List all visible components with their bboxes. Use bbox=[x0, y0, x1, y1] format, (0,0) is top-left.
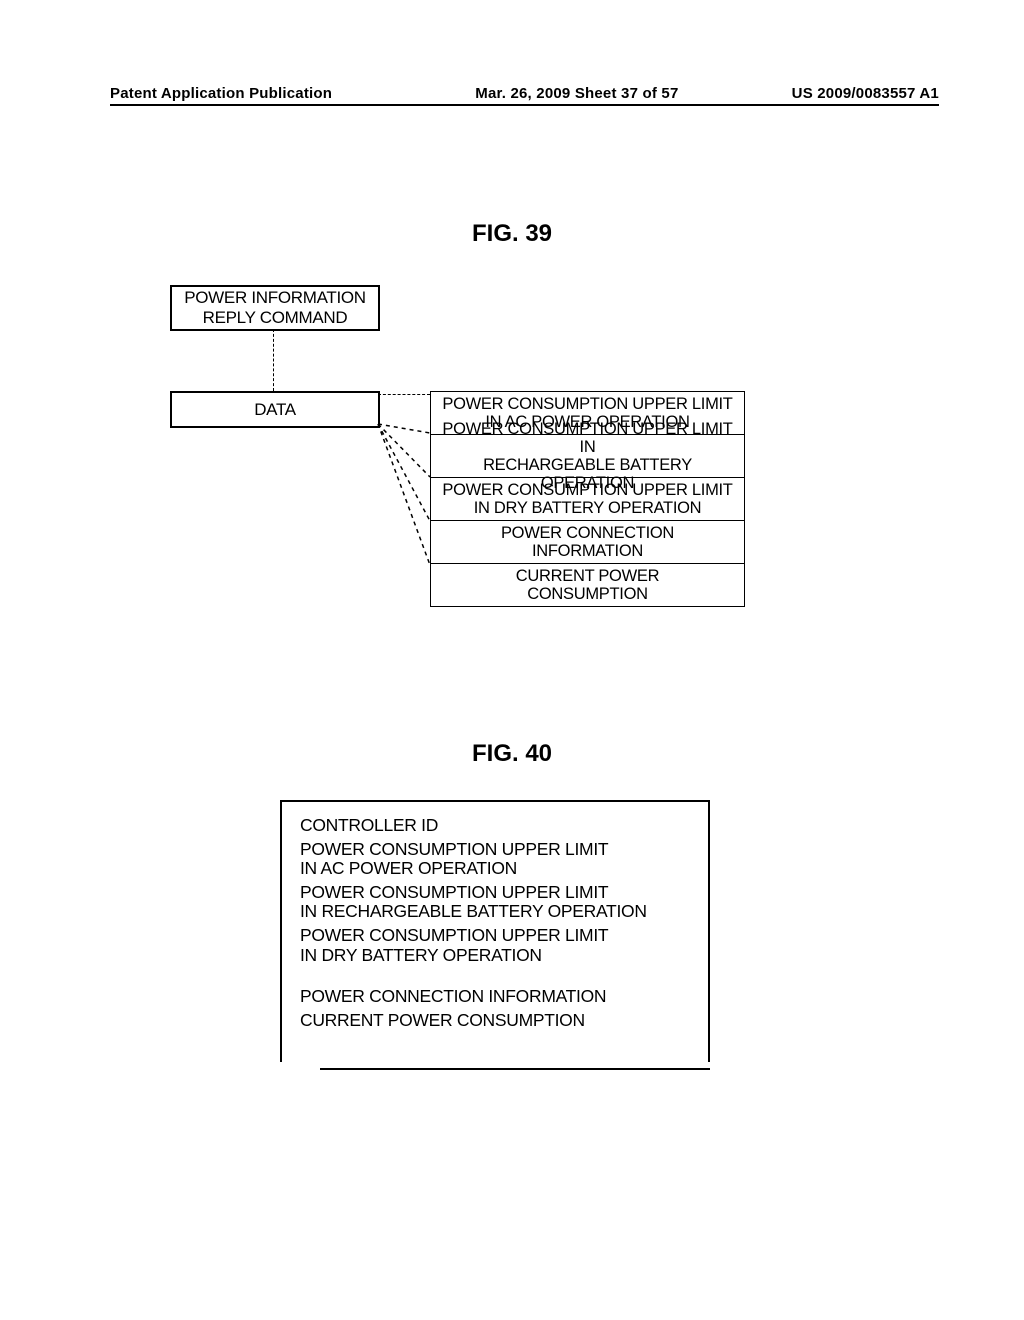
row-dry-text: POWER CONSUMPTION UPPER LIMIT IN DRY BAT… bbox=[442, 481, 732, 517]
power-info-reply-command-box: POWER INFORMATION REPLY COMMAND bbox=[170, 285, 380, 331]
row-current-text: CURRENT POWER CONSUMPTION bbox=[516, 567, 659, 603]
row-connection-info: POWER CONNECTION INFORMATION bbox=[430, 521, 745, 564]
line-controller-id: CONTROLLER ID bbox=[300, 816, 690, 836]
line-ac: POWER CONSUMPTION UPPER LIMIT IN AC POWE… bbox=[300, 840, 690, 879]
line-connection: POWER CONNECTION INFORMATION bbox=[300, 987, 690, 1007]
data-box-text: DATA bbox=[254, 400, 296, 420]
power-info-reply-command-text: POWER INFORMATION REPLY COMMAND bbox=[184, 288, 366, 327]
data-box: DATA bbox=[170, 391, 380, 428]
header-right: US 2009/0083557 A1 bbox=[792, 85, 939, 102]
header-left: Patent Application Publication bbox=[110, 85, 332, 102]
line-dry: POWER CONSUMPTION UPPER LIMIT IN DRY BAT… bbox=[300, 926, 690, 965]
fig40-underline bbox=[320, 1068, 710, 1070]
row-dry-limit: POWER CONSUMPTION UPPER LIMIT IN DRY BAT… bbox=[430, 478, 745, 521]
fig39-diagram: POWER INFORMATION REPLY COMMAND DATA POW… bbox=[170, 285, 850, 645]
fig40-title: FIG. 40 bbox=[472, 740, 552, 768]
fig39-title: FIG. 39 bbox=[472, 220, 552, 248]
header-middle: Mar. 26, 2009 Sheet 37 of 57 bbox=[475, 85, 678, 102]
dash-vert bbox=[273, 329, 274, 391]
row-current-consumption: CURRENT POWER CONSUMPTION bbox=[430, 564, 745, 607]
dash-horz-top bbox=[378, 394, 430, 395]
page-header: Patent Application Publication Mar. 26, … bbox=[110, 85, 939, 106]
line-current: CURRENT POWER CONSUMPTION bbox=[300, 1011, 690, 1031]
row-connection-text: POWER CONNECTION INFORMATION bbox=[501, 524, 674, 560]
row-rechargeable-limit: POWER CONSUMPTION UPPER LIMIT IN RECHARG… bbox=[430, 435, 745, 478]
data-rows: POWER CONSUMPTION UPPER LIMIT IN AC POWE… bbox=[430, 391, 745, 607]
line-rechargeable: POWER CONSUMPTION UPPER LIMIT IN RECHARG… bbox=[300, 883, 690, 922]
controller-info-box: CONTROLLER ID POWER CONSUMPTION UPPER LI… bbox=[280, 800, 710, 1062]
fig40-diagram: CONTROLLER ID POWER CONSUMPTION UPPER LI… bbox=[280, 800, 710, 1070]
